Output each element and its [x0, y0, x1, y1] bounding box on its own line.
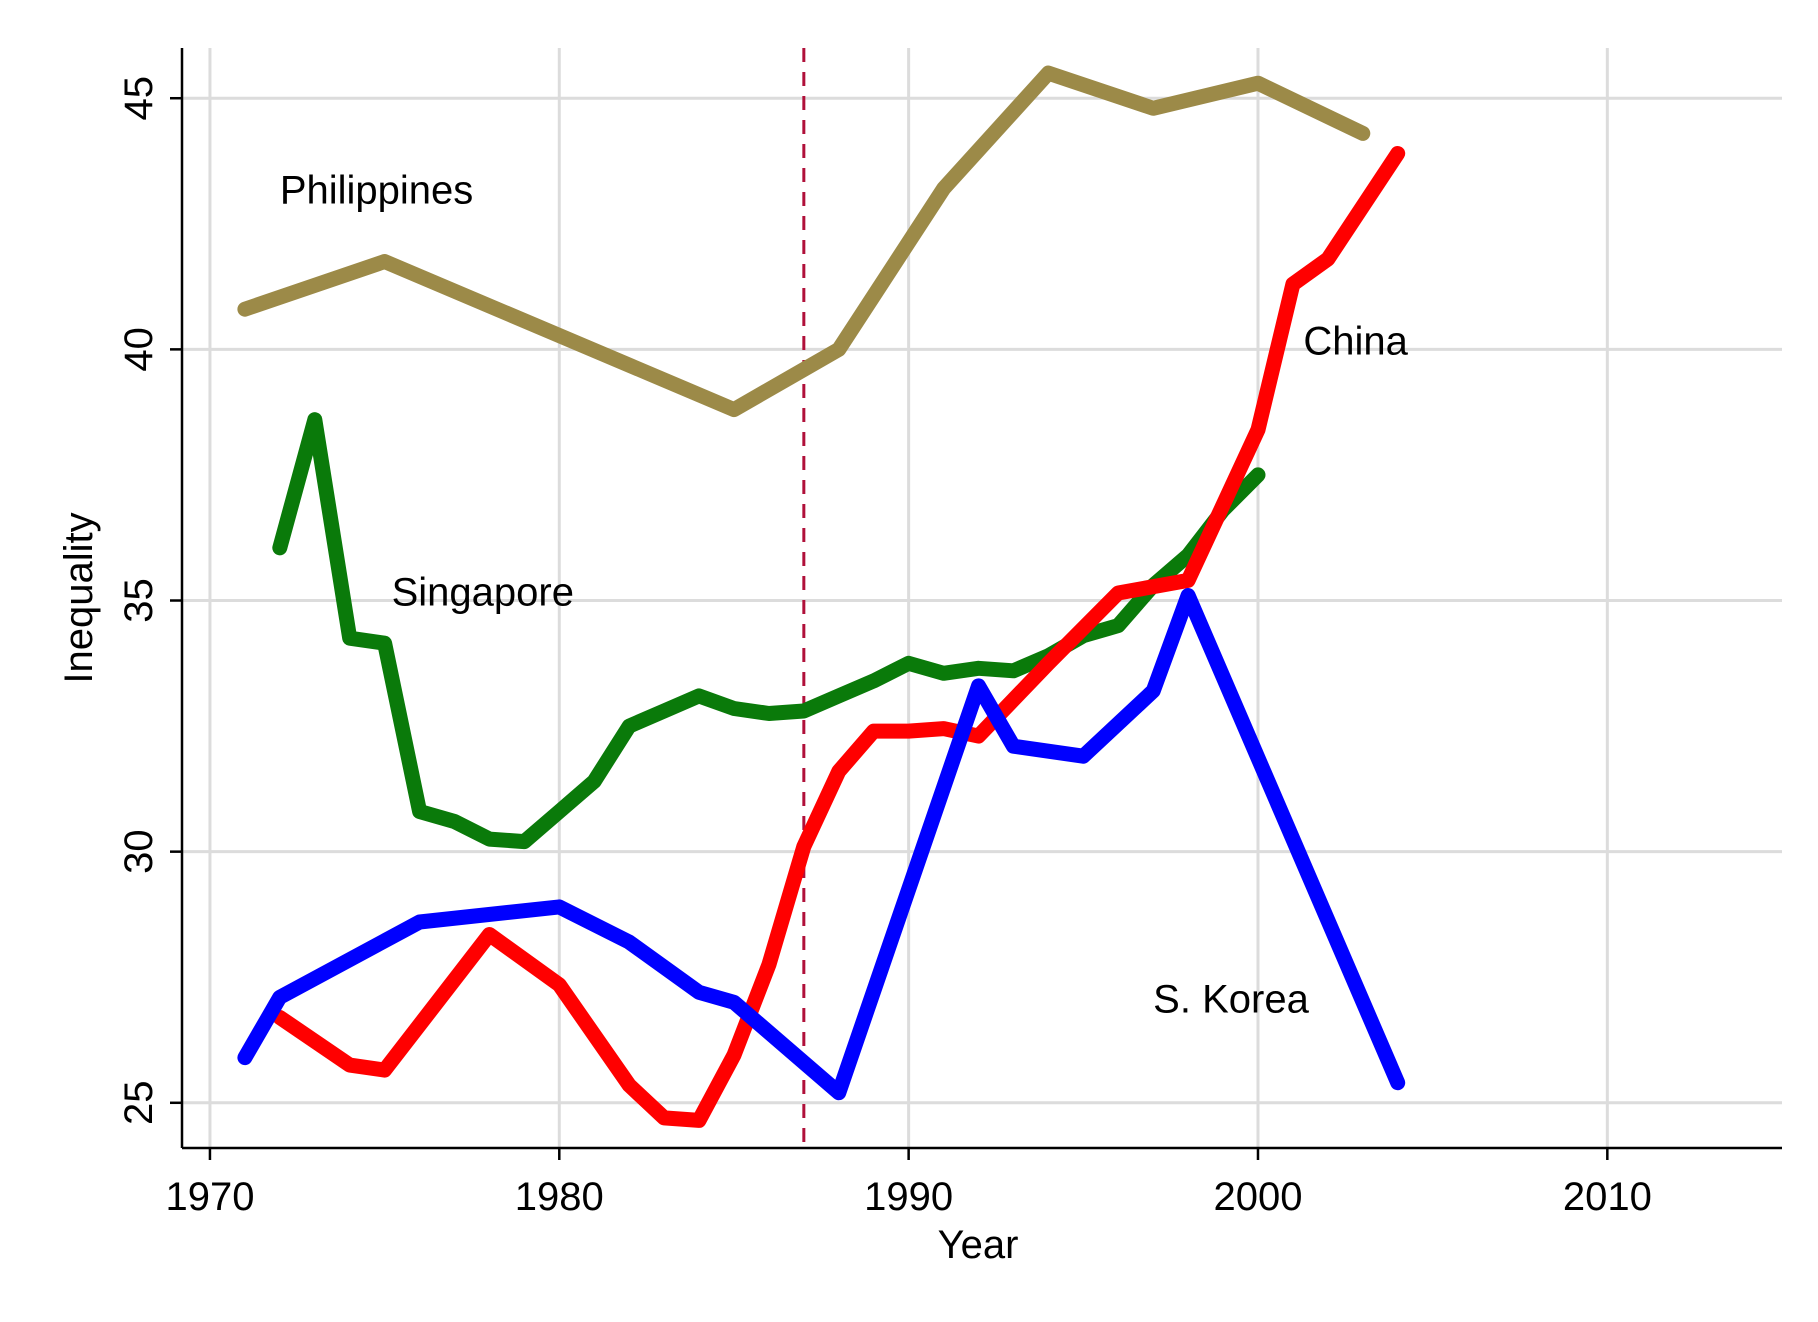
x-tick-label: 2010: [1563, 1175, 1652, 1219]
series-line-china: [272, 146, 1406, 1128]
series-line-singapore: [272, 412, 1266, 850]
series-line-philippines: [237, 65, 1371, 418]
series-label-singapore: Singapore: [392, 571, 574, 615]
series-label-china: China: [1303, 319, 1408, 363]
series-label-s-korea: S. Korea: [1153, 977, 1309, 1021]
y-tick-label: 25: [117, 1081, 161, 1126]
x-axis-title: Year: [938, 1223, 1019, 1267]
series-labels: Philippines Singapore China S. Korea: [280, 169, 1409, 1022]
x-tick-label: 1970: [165, 1175, 254, 1219]
axes: 1970 1980 1990 2000 2010 25 30 35 40 45: [117, 48, 1782, 1219]
series-lines: [237, 65, 1406, 1128]
y-tick-label: 45: [117, 76, 161, 121]
x-tick-label: 1990: [864, 1175, 953, 1219]
x-tick-label: 2000: [1213, 1175, 1302, 1219]
y-tick-label: 35: [117, 578, 161, 623]
y-tick-label: 30: [117, 829, 161, 874]
y-axis-title: Inequality: [57, 512, 101, 683]
x-tick-label: 1980: [515, 1175, 604, 1219]
series-label-philippines: Philippines: [280, 169, 473, 213]
series-line-s-korea: [237, 588, 1406, 1101]
y-tick-label: 40: [117, 327, 161, 372]
